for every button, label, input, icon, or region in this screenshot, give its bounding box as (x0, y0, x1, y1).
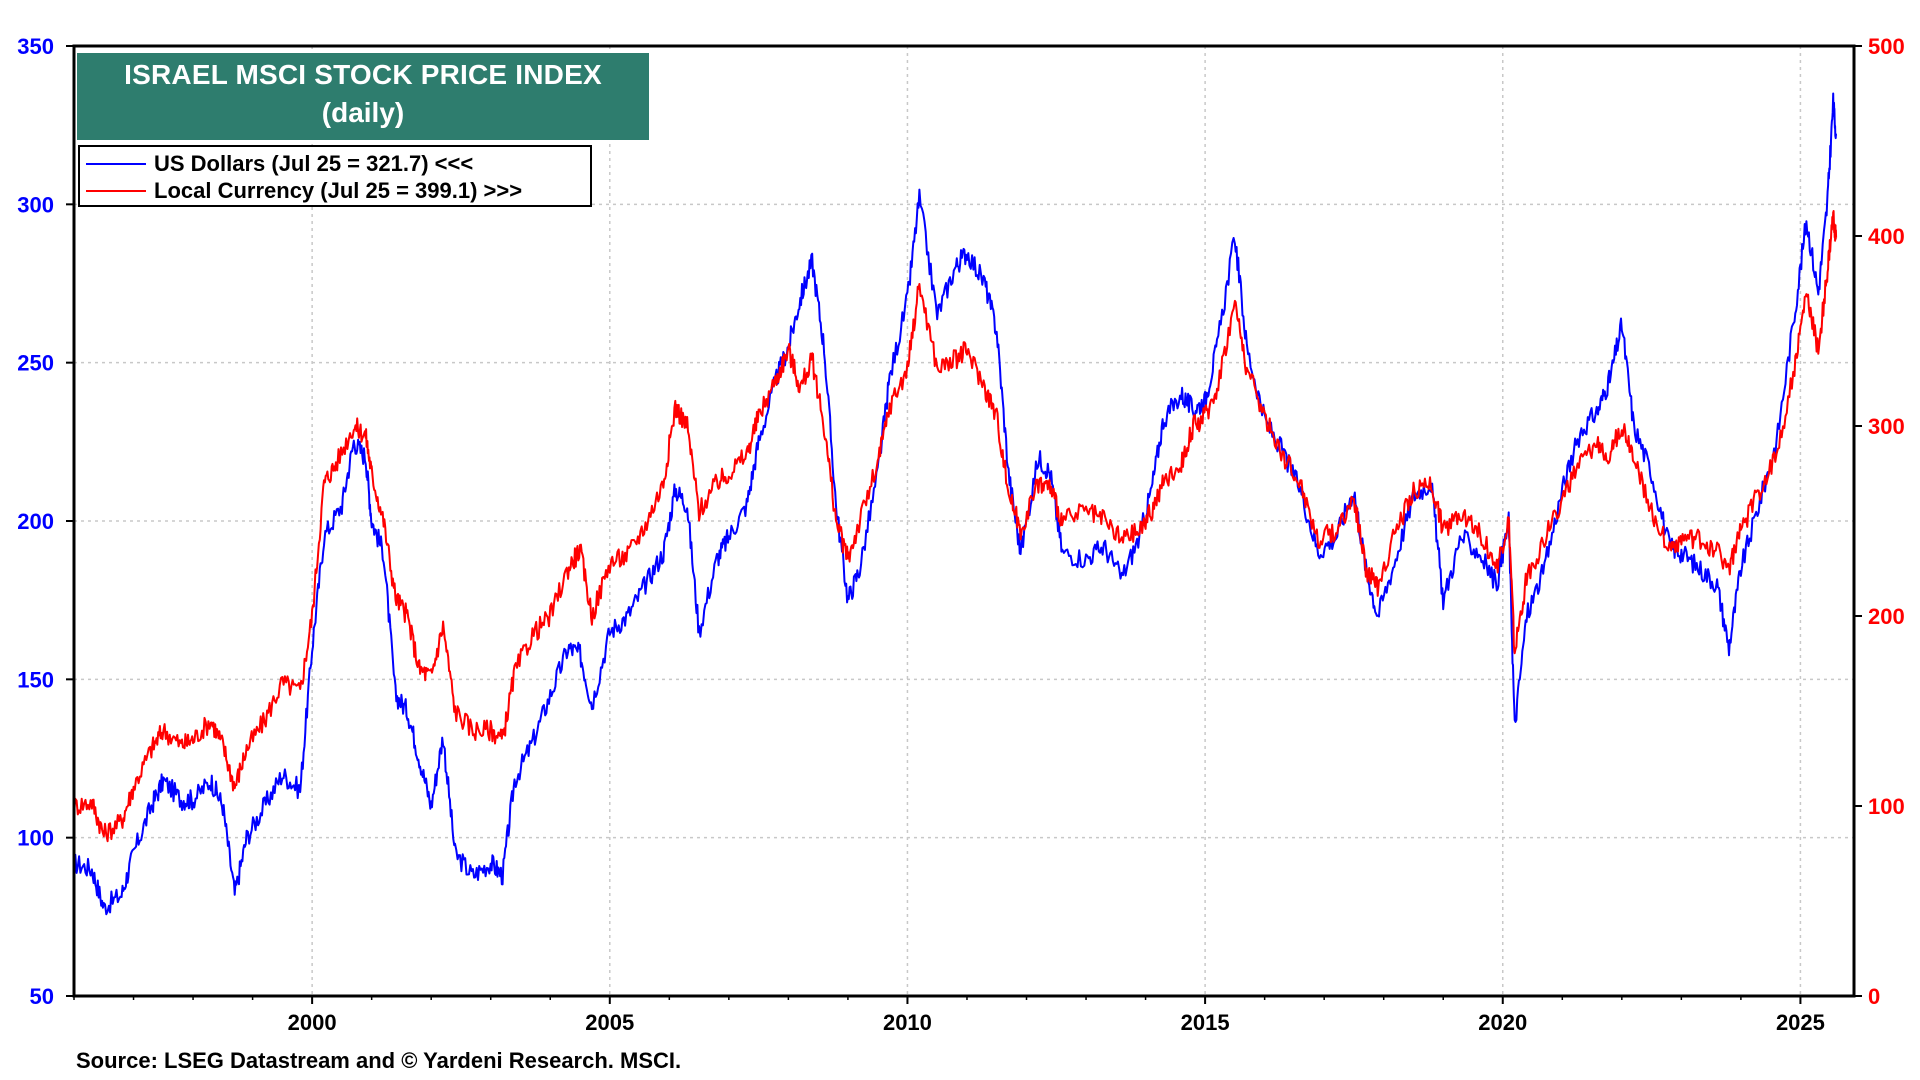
x-tick-label: 2005 (585, 1010, 634, 1035)
series-line-local (73, 210, 1838, 843)
legend-item-local: Local Currency (Jul 25 = 399.1) >>> (86, 177, 590, 204)
chart-legend: US Dollars (Jul 25 = 321.7) <<< Local Cu… (78, 145, 592, 207)
legend-swatch-local (86, 189, 146, 192)
y-right-tick-label: 100 (1868, 794, 1905, 819)
chart-tick-labels: 50 100 150 200 250 300 350 0 100 200 300 400 500 2000… (17, 34, 1904, 1035)
x-tick-label: 2020 (1478, 1010, 1527, 1035)
legend-label-local: Local Currency (Jul 25 = 399.1) >>> (154, 177, 523, 203)
chart-series-layer (73, 92, 1838, 916)
series-line-usd (73, 92, 1838, 916)
y-left-tick-label: 250 (17, 351, 54, 376)
x-tick-label: 2015 (1181, 1010, 1230, 1035)
y-right-tick-label: 500 (1868, 34, 1905, 59)
chart-title: ISRAEL MSCI STOCK PRICE INDEX (124, 59, 602, 90)
legend-swatch-usd (86, 162, 146, 165)
y-left-tick-label: 350 (17, 34, 54, 59)
chart-subtitle: (daily) (321, 97, 405, 128)
y-left-tick-label: 50 (30, 984, 54, 1009)
legend-item-usd: US Dollars (Jul 25 = 321.7) <<< (86, 150, 590, 177)
y-right-tick-label: 400 (1868, 224, 1905, 249)
y-right-tick-label: 200 (1868, 604, 1905, 629)
x-tick-label: 2000 (288, 1010, 337, 1035)
legend-label-usd: US Dollars (Jul 25 = 321.7) <<< (154, 150, 474, 176)
y-left-tick-label: 200 (17, 509, 54, 534)
chart-title-box: ISRAEL MSCI STOCK PRICE INDEX (daily) (77, 53, 649, 140)
y-right-tick-label: 300 (1868, 414, 1905, 439)
chart-source-note: Source: LSEG Datastream and © Yardeni Re… (76, 1048, 682, 1073)
x-tick-label: 2010 (883, 1010, 932, 1035)
x-tick-label: 2025 (1776, 1010, 1825, 1035)
chart-axes (66, 44, 1862, 1004)
y-left-tick-label: 300 (17, 192, 54, 217)
y-left-tick-label: 150 (17, 667, 54, 692)
y-right-tick-label: 0 (1868, 984, 1880, 1009)
y-left-tick-label: 100 (17, 826, 54, 851)
plot-frame (72, 44, 1856, 998)
